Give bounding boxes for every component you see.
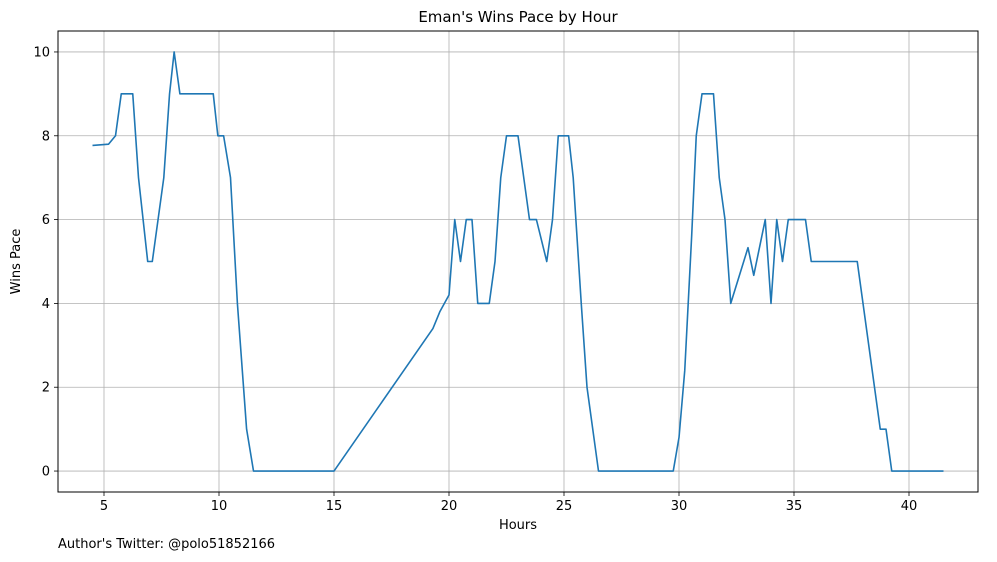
author-credit: Author's Twitter: @polo51852166: [58, 537, 276, 552]
axis-ticks: 5 10 15 20 25 30 35 40 0 2 4 6 8 10: [33, 45, 917, 514]
chart-title: Eman's Wins Pace by Hour: [418, 8, 618, 26]
y-tick-label: 10: [33, 45, 50, 60]
x-tick-label: 20: [441, 499, 458, 514]
x-tick-label: 40: [901, 499, 918, 514]
y-tick-label: 0: [42, 465, 50, 480]
plot-frame: [57, 30, 979, 493]
x-tick-label: 30: [671, 499, 688, 514]
y-tick-label: 8: [42, 129, 50, 144]
y-axis-label: Wins Pace: [9, 229, 24, 295]
series-layer: [92, 51, 944, 472]
series-line: [92, 51, 944, 472]
y-tick-label: 6: [42, 213, 50, 228]
y-tick-label: 4: [42, 297, 50, 312]
x-tick-label: 35: [786, 499, 803, 514]
x-tick-label: 15: [326, 499, 343, 514]
x-tick-label: 25: [556, 499, 573, 514]
x-axis-label: Hours: [499, 518, 537, 533]
y-tick-label: 2: [42, 381, 50, 396]
x-tick-label: 5: [100, 499, 108, 514]
x-tick-label: 10: [211, 499, 228, 514]
